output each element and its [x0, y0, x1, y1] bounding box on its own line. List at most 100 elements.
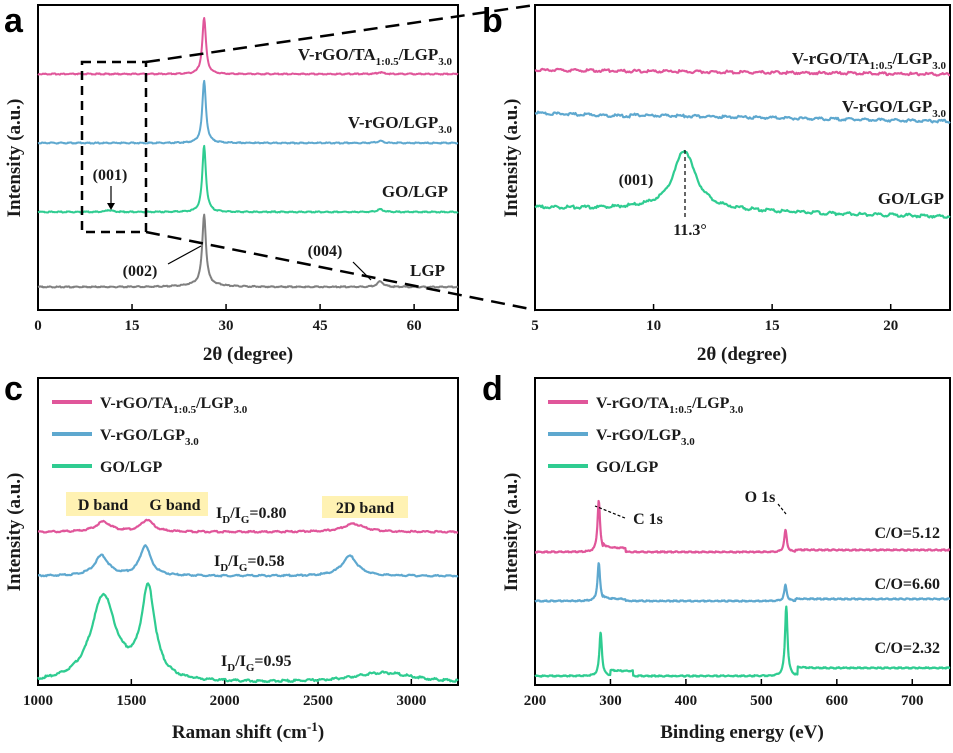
panel-b-tick-label-20: 20	[883, 318, 898, 334]
panel-d-ticks: 200 300 400 500 600 700	[524, 679, 924, 709]
panel-d-tick-label-700: 700	[901, 693, 924, 709]
panel-b-label-pink: V-rGO/TA1:0.5/LGP3.0	[792, 49, 947, 72]
panel-a-ann-001: (001)	[93, 167, 128, 184]
panel-a-tick-label-60: 60	[407, 318, 422, 334]
panel-c-tick-label-2000: 2000	[210, 693, 240, 709]
panel-a-xlabel: 2θ (degree)	[203, 344, 293, 365]
panel-a-ylabel: Intensity (a.u.)	[4, 99, 25, 218]
panel-d-letter: d	[482, 370, 503, 408]
panel-c-2d-band: 2D band	[336, 500, 394, 517]
panel-b-lines	[534, 67, 951, 219]
panel-a-line-pink	[37, 17, 459, 76]
panel-b-ann-peak: 11.3°	[673, 222, 707, 239]
panel-a-line-blue	[37, 79, 459, 145]
panel-c-ratio-pink: ID/IG=0.80	[216, 505, 287, 526]
panel-b-line-green	[534, 149, 951, 219]
panel-d-peak-o1s: O 1s	[745, 489, 776, 506]
panel-a-line-gray	[37, 213, 459, 289]
panel-a-zoom-box	[80, 60, 148, 234]
panel-a: a Intensity (a.u.) 2θ (degree) 0 15 30 45 60…	[4, 2, 459, 365]
panel-b-line-pink	[534, 67, 951, 77]
panel-b-ann-001: (001)	[619, 172, 654, 189]
panel-d-legend-green: GO/LGP	[596, 459, 658, 476]
panel-b-tick-label-15: 15	[765, 318, 780, 334]
panel-b-line-blue	[534, 110, 951, 124]
panel-c-tick-label-1000: 1000	[23, 693, 53, 709]
panel-c-lines	[36, 518, 459, 684]
panel-a-label-pink: V-rGO/TA1:0.5/LGP3.0	[298, 45, 453, 68]
panel-a-letter: a	[4, 2, 24, 40]
panel-d-co-blue: C/O=6.60	[874, 576, 940, 593]
panel-c-db-gb-highlight	[66, 492, 208, 516]
panel-d-tick-label-600: 600	[826, 693, 849, 709]
panel-c-2d-highlight	[322, 496, 408, 518]
panel-a-ann-002: (002)	[123, 263, 158, 280]
panel-b: b Intensity (a.u.) 2θ (degree) 5 10 15 20 V…	[482, 2, 951, 365]
panel-d-tick-label-500: 500	[750, 693, 773, 709]
panel-a-ann-001-arrowhead	[107, 203, 115, 210]
panel-d-legend-pink: V-rGO/TA1:0.5/LGP3.0	[596, 395, 744, 416]
panel-d-legend: V-rGO/TA1:0.5/LGP3.0 V-rGO/LGP3.0 GO/LGP	[548, 395, 744, 476]
panel-d-co-pink: C/O=5.12	[874, 525, 940, 542]
panel-c-legend-green: GO/LGP	[100, 459, 162, 476]
panel-a-label-blue: V-rGO/LGP3.0	[348, 113, 453, 136]
panel-d-frame	[534, 377, 951, 686]
panel-c-ratio-blue: ID/IG=0.58	[214, 553, 285, 574]
panel-d: d Intensity (a.u.) Binding energy (eV) 2…	[482, 370, 951, 743]
panel-c: c Intensity (a.u.) Raman shift (cm-1) 10…	[4, 370, 459, 743]
panel-c-legend: V-rGO/TA1:0.5/LGP3.0 V-rGO/LGP3.0 GO/LGP	[52, 395, 248, 476]
panel-c-xlabel: Raman shift (cm-1)	[172, 719, 324, 743]
panel-b-ticks: 5 10 15 20	[531, 304, 898, 334]
panel-b-xlabel: 2θ (degree)	[697, 344, 787, 365]
panel-c-ticks: 1000 1500 2000 2500 3000	[23, 679, 426, 709]
panel-a-tick-label-45: 45	[313, 318, 328, 334]
panel-c-tick-label-2500: 2500	[303, 693, 333, 709]
panel-d-ylabel: Intensity (a.u.)	[501, 473, 522, 592]
panel-a-label-gray: LGP	[410, 261, 445, 280]
panel-d-o1s-arrow	[777, 503, 787, 515]
panel-c-line-green	[36, 582, 459, 684]
panel-a-tick-label-15: 15	[125, 318, 140, 334]
panel-d-c1s-arrow	[594, 505, 626, 519]
panel-d-legend-blue: V-rGO/LGP3.0	[596, 427, 695, 448]
panel-c-ratio-green: ID/IG=0.95	[221, 653, 292, 674]
panel-d-line-blue	[534, 562, 951, 603]
panel-c-line-blue	[37, 544, 459, 578]
panel-b-letter: b	[482, 2, 503, 40]
panel-c-d-band: D band	[78, 497, 128, 514]
panel-d-line-pink	[534, 499, 951, 554]
zoom-connector-bottom	[145, 230, 536, 312]
panel-a-tick-label-0: 0	[34, 318, 42, 334]
panel-d-xlabel: Binding energy (eV)	[660, 722, 824, 743]
panel-c-tick-label-3000: 3000	[396, 693, 426, 709]
panel-a-ann-002-arrow	[167, 245, 202, 265]
panel-d-peak-c1s: C 1s	[633, 511, 663, 528]
panel-c-ylabel: Intensity (a.u.)	[4, 473, 25, 592]
panel-a-line-green	[37, 144, 459, 214]
panel-c-tick-label-1500: 1500	[116, 693, 146, 709]
panel-d-tick-label-200: 200	[524, 693, 547, 709]
panel-c-line-pink	[37, 518, 459, 534]
panel-d-line-green	[534, 605, 951, 678]
panel-c-g-band: G band	[149, 497, 200, 514]
panel-a-ann-004: (004)	[308, 243, 343, 260]
panel-c-letter: c	[4, 370, 23, 408]
panel-a-lines	[37, 17, 459, 289]
panel-d-tick-label-400: 400	[675, 693, 698, 709]
panel-b-label-blue: V-rGO/LGP3.0	[842, 97, 947, 120]
panel-b-label-green: GO/LGP	[878, 189, 944, 208]
panel-a-frame	[37, 4, 459, 311]
panel-d-lines	[534, 499, 951, 678]
panel-b-ylabel: Intensity (a.u.)	[501, 99, 522, 218]
panel-b-frame	[534, 4, 951, 311]
panel-c-legend-pink: V-rGO/TA1:0.5/LGP3.0	[100, 395, 248, 416]
panel-d-co-green: C/O=2.32	[874, 640, 940, 657]
panel-b-tick-label-5: 5	[531, 318, 539, 334]
panel-d-tick-label-300: 300	[599, 693, 622, 709]
panel-b-tick-label-10: 10	[646, 318, 661, 334]
panel-c-legend-blue: V-rGO/LGP3.0	[100, 427, 199, 448]
panel-a-label-green: GO/LGP	[382, 182, 448, 201]
panel-a-tick-label-30: 30	[219, 318, 234, 334]
panel-a-ticks: 0 15 30 45 60	[34, 304, 422, 334]
